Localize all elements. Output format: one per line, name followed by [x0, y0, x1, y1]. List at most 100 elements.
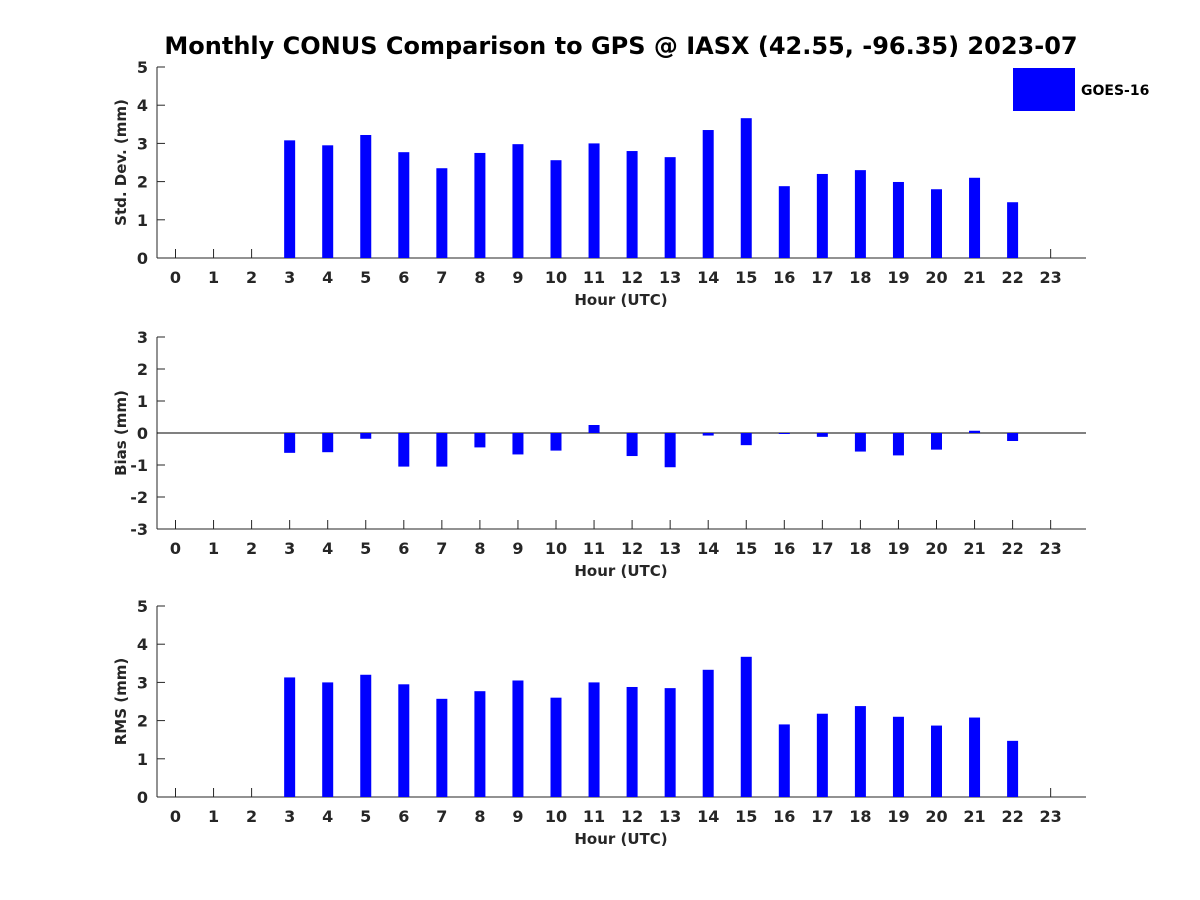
- y-tick-label: 0: [137, 424, 148, 443]
- x-tick-label: 16: [773, 268, 795, 287]
- x-tick-label: 13: [659, 539, 681, 558]
- bar-bias-hour-8: [474, 433, 486, 448]
- x-tick-label: 0: [170, 807, 181, 826]
- bar-bias-hour-13: [664, 433, 676, 468]
- x-tick-label: 23: [1040, 539, 1062, 558]
- y-tick-label: 2: [137, 712, 148, 731]
- x-tick-label: 14: [697, 807, 719, 826]
- bar-bias-hour-12: [626, 433, 638, 457]
- bar-rms-hour-17: [816, 713, 828, 797]
- x-tick-label: 6: [398, 807, 409, 826]
- x-axis-label: Hour (UTC): [574, 291, 667, 309]
- bar-std-dev-hour-3: [284, 140, 296, 258]
- x-tick-label: 8: [474, 268, 485, 287]
- x-tick-label: 16: [773, 807, 795, 826]
- x-tick-label: 22: [1001, 807, 1023, 826]
- x-tick-label: 3: [284, 268, 295, 287]
- x-tick-label: 4: [322, 807, 333, 826]
- bar-rms-hour-12: [626, 686, 638, 797]
- y-tick-label: 1: [137, 750, 148, 769]
- legend-swatch: [1013, 68, 1075, 111]
- y-tick-label: 3: [137, 673, 148, 692]
- x-tick-label: 4: [322, 268, 333, 287]
- bar-rms-hour-19: [892, 716, 904, 797]
- x-tick-label: 7: [436, 539, 447, 558]
- bar-rms-hour-11: [588, 682, 600, 797]
- x-tick-label: 12: [621, 807, 643, 826]
- x-tick-label: 13: [659, 268, 681, 287]
- x-tick-label: 21: [963, 807, 985, 826]
- x-tick-label: 10: [545, 539, 567, 558]
- x-tick-label: 1: [208, 268, 219, 287]
- bar-rms-hour-15: [740, 656, 752, 797]
- x-tick-label: 14: [697, 539, 719, 558]
- bar-bias-hour-11: [588, 425, 600, 433]
- bar-bias-hour-6: [398, 433, 410, 467]
- y-tick-label: 1: [137, 392, 148, 411]
- x-tick-label: 2: [246, 807, 257, 826]
- y-tick-label: 0: [137, 788, 148, 807]
- bar-bias-hour-3: [284, 433, 296, 453]
- y-tick-label: 2: [137, 173, 148, 192]
- x-tick-label: 5: [360, 268, 371, 287]
- x-tick-label: 13: [659, 807, 681, 826]
- y-tick-label: 4: [137, 96, 148, 115]
- x-tick-label: 22: [1001, 268, 1023, 287]
- y-tick-label: 4: [137, 635, 148, 654]
- y-tick-label: 1: [137, 211, 148, 230]
- x-tick-label: 22: [1001, 539, 1023, 558]
- x-tick-label: 12: [621, 539, 643, 558]
- bar-std-dev-hour-5: [360, 134, 372, 258]
- bar-std-dev-hour-4: [322, 145, 334, 258]
- x-tick-label: 16: [773, 539, 795, 558]
- legend-label: GOES-16: [1081, 83, 1149, 99]
- bar-std-dev-hour-12: [626, 151, 638, 258]
- x-tick-label: 0: [170, 268, 181, 287]
- x-tick-label: 1: [208, 539, 219, 558]
- x-axis-label: Hour (UTC): [574, 830, 667, 848]
- x-tick-label: 11: [583, 268, 605, 287]
- x-tick-label: 20: [925, 539, 947, 558]
- bar-bias-hour-14: [702, 433, 714, 436]
- x-tick-label: 6: [398, 268, 409, 287]
- x-tick-label: 19: [887, 539, 909, 558]
- bar-std-dev-hour-13: [664, 157, 676, 258]
- bar-bias-hour-15: [740, 433, 752, 446]
- bar-std-dev-hour-20: [931, 189, 942, 258]
- x-tick-label: 18: [849, 268, 871, 287]
- x-tick-label: 1: [208, 807, 219, 826]
- bar-bias-hour-16: [778, 433, 790, 434]
- x-tick-label: 7: [436, 807, 447, 826]
- bar-std-dev-hour-6: [398, 152, 410, 258]
- x-tick-label: 8: [474, 807, 485, 826]
- x-tick-label: 23: [1040, 807, 1062, 826]
- x-tick-label: 17: [811, 539, 833, 558]
- x-tick-label: 7: [436, 268, 447, 287]
- bar-bias-hour-9: [512, 433, 524, 455]
- bar-rms-hour-8: [474, 691, 486, 797]
- bar-std-dev-hour-11: [588, 143, 600, 258]
- x-tick-label: 14: [697, 268, 719, 287]
- bar-bias-hour-18: [854, 433, 866, 452]
- bar-rms-hour-14: [702, 669, 714, 797]
- y-axis-label: Bias (mm): [112, 390, 130, 476]
- y-tick-label: -3: [130, 520, 148, 539]
- bar-rms-hour-16: [778, 724, 790, 797]
- bar-bias-hour-7: [436, 433, 448, 467]
- x-tick-label: 3: [284, 807, 295, 826]
- x-tick-label: 6: [398, 539, 409, 558]
- x-tick-label: 9: [512, 807, 523, 826]
- x-tick-label: 8: [474, 539, 485, 558]
- bar-std-dev-hour-7: [436, 168, 448, 258]
- x-tick-label: 0: [170, 539, 181, 558]
- bar-rms-hour-13: [664, 688, 676, 797]
- bar-std-dev-hour-9: [512, 144, 524, 258]
- x-tick-label: 19: [887, 807, 909, 826]
- x-tick-label: 23: [1040, 268, 1062, 287]
- bar-rms-hour-5: [360, 674, 372, 797]
- chart-title: Monthly CONUS Comparison to GPS @ IASX (…: [164, 32, 1077, 60]
